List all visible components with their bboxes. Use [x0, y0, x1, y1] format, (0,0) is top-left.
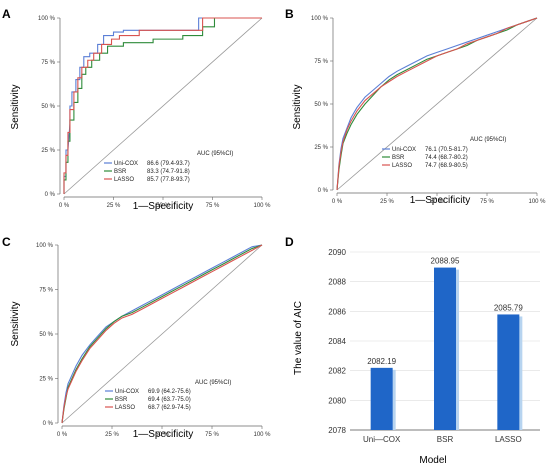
x-tick-label: 75 % — [205, 432, 219, 438]
x-tick-label: 75 % — [206, 203, 220, 209]
y-tick-label: 50 % — [39, 332, 53, 338]
y-tick-label: 2090 — [328, 248, 346, 257]
x-axis-title: Model — [419, 455, 446, 466]
roc-curve-uni-cox — [336, 17, 538, 191]
panel-letter-a: A — [2, 7, 11, 21]
y-tick-label: 2082 — [328, 367, 346, 376]
legend-header: AUC (95%CI) — [470, 137, 506, 143]
y-tick-label: 100 % — [36, 243, 54, 249]
y-tick-label: 25 % — [41, 148, 55, 154]
y-tick-label: 0 % — [45, 192, 56, 198]
legend-series-name: LASSO — [115, 405, 135, 411]
x-tick-label: 0 % — [59, 203, 70, 209]
y-tick-label: 75 % — [314, 59, 328, 65]
x-tick-label: 0 % — [332, 199, 343, 205]
legend-header: AUC (95%CI) — [195, 380, 231, 386]
reference-diagonal — [61, 244, 263, 424]
bar-lasso — [497, 314, 520, 430]
y-tick-label: 2086 — [328, 307, 346, 316]
bar-value-label: 2088.95 — [431, 257, 460, 266]
aic-bar-panel-d: D The value of AIC Model 2078 2080 2082 208… — [285, 235, 540, 466]
bar-value-label: 2082.19 — [367, 357, 396, 366]
panel-letter-d: D — [285, 235, 294, 249]
x-tick-label: 75 % — [480, 199, 494, 205]
roc-curve-uni-cox — [61, 244, 263, 424]
roc-panel-b: B Sensitivity 1—Specificity AUC (95%CI) … — [285, 7, 546, 206]
legend-auc-value: 85.7 (77.8-93.7) — [147, 177, 190, 183]
legend-auc-value: 74.7 (68.9-80.5) — [425, 163, 468, 169]
roc-curve-lasso — [63, 17, 262, 194]
panel-letter-c: C — [2, 235, 11, 249]
legend-series-name: Uni-COX — [115, 389, 139, 395]
x-tick-label: 100 % — [253, 432, 271, 438]
y-tick-label: 100 % — [311, 16, 329, 22]
y-tick-label: 50 % — [41, 104, 55, 110]
legend-auc-value: 68.7 (62.9-74.5) — [148, 405, 191, 411]
y-tick-label: 25 % — [314, 145, 328, 151]
legend-series-name: BSR — [115, 397, 128, 403]
x-tick-label: 25 % — [107, 203, 121, 209]
roc-curve-lasso — [336, 17, 538, 191]
y-axis-title: Sensitivity — [10, 84, 21, 129]
legend-series-name: LASSO — [392, 163, 412, 169]
x-axis-title: 1—Specificity — [133, 429, 194, 440]
legend-series-name: Uni-COX — [392, 147, 416, 153]
x-tick-label: 50 % — [155, 432, 169, 438]
legend-series-name: BSR — [114, 169, 127, 175]
x-axis-title: 1—Specificity — [133, 201, 194, 212]
legend-series-name: LASSO — [114, 177, 134, 183]
roc-curve-bsr — [63, 17, 262, 194]
roc-panel-c: C Sensitivity 1—Specificity AUC (95%CI) … — [2, 235, 271, 440]
x-tick-label: 100 % — [253, 203, 271, 209]
y-tick-label: 2084 — [328, 337, 346, 346]
y-axis-title: The value of AIC — [293, 301, 304, 375]
x-tick-label: 100 % — [528, 199, 546, 205]
reference-diagonal — [63, 17, 263, 195]
x-tick-label: 0 % — [57, 432, 68, 438]
roc-panel-a: A Sensitivity 1—Specificity AUC (95%CI) … — [2, 7, 271, 212]
bar-value-label: 2085.79 — [494, 303, 523, 312]
legend-auc-value: 83.3 (74.7-91.8) — [147, 169, 190, 175]
y-tick-label: 25 % — [39, 377, 53, 383]
legend-series-name: BSR — [392, 155, 405, 161]
legend-auc-value: 74.4 (68.7-80.2) — [425, 155, 468, 161]
legend-auc-value: 86.6 (79.4-93.7) — [147, 161, 190, 167]
y-tick-label: 2088 — [328, 278, 346, 287]
y-tick-label: 0 % — [318, 188, 329, 194]
x-tick-label: 50 % — [430, 199, 444, 205]
bar-unicox — [370, 367, 393, 430]
legend-header: AUC (95%CI) — [197, 151, 233, 157]
bar-bsr — [434, 267, 456, 430]
y-tick-label: 50 % — [314, 102, 328, 108]
y-axis-title: Sensitivity — [10, 301, 21, 346]
roc-curve-bsr — [61, 244, 263, 424]
y-tick-label: 75 % — [39, 288, 53, 294]
legend-auc-value: 69.4 (63.7-75.0) — [148, 397, 191, 403]
y-tick-label: 2080 — [328, 396, 346, 405]
roc-curve-lasso — [61, 244, 263, 424]
x-axis-title: 1—Specificity — [410, 195, 471, 206]
x-tick-label: 25 % — [380, 199, 394, 205]
y-tick-label: 75 % — [41, 60, 55, 66]
x-tick-label: 50 % — [156, 203, 170, 209]
panel-letter-b: B — [285, 7, 294, 21]
y-tick-label: 2078 — [328, 426, 346, 435]
x-category-label: LASSO — [495, 435, 522, 444]
y-tick-label: 0 % — [43, 421, 54, 427]
legend-auc-value: 76.1 (70.5-81.7) — [425, 147, 468, 153]
y-tick-label: 100 % — [38, 16, 56, 22]
reference-diagonal — [336, 17, 538, 191]
x-category-label: Uni—COX — [363, 435, 401, 444]
legend-auc-value: 69.9 (64.2-75.6) — [148, 389, 191, 395]
legend-series-name: Uni-COX — [114, 161, 138, 167]
y-axis-title: Sensitivity — [292, 84, 303, 129]
x-category-label: BSR — [437, 435, 454, 444]
x-tick-label: 25 % — [105, 432, 119, 438]
